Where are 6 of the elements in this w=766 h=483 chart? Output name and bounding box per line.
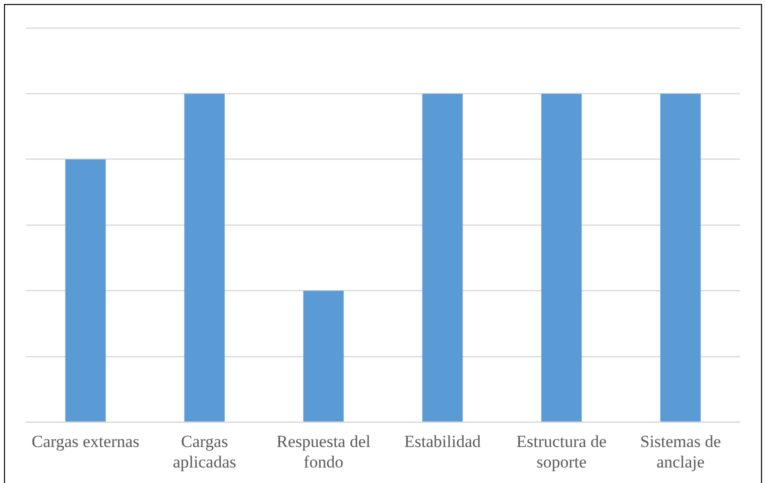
x-tick-label: Respuesta del fondo	[276, 432, 371, 472]
x-tick-label: Estructura de soporte	[516, 432, 607, 472]
x-tick-label: Cargas externas	[32, 432, 140, 451]
x-tick-label: Cargas aplicadas	[172, 432, 236, 472]
x-tick-label: Estabilidad	[404, 432, 482, 451]
x-tick-label: Sistemas de anclaje	[640, 432, 721, 472]
